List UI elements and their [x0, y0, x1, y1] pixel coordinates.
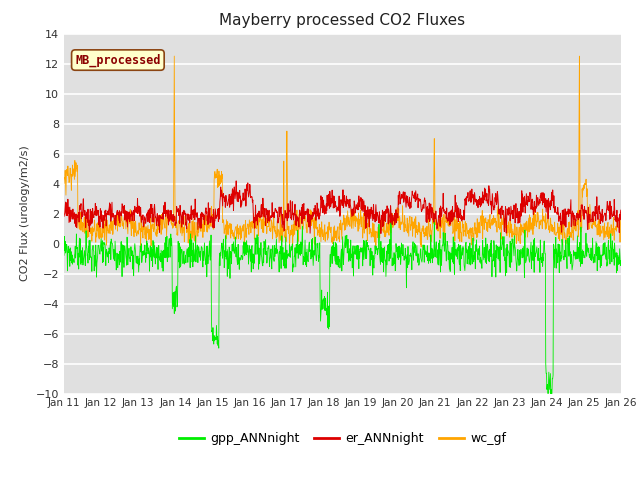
Legend: gpp_ANNnight, er_ANNnight, wc_gf: gpp_ANNnight, er_ANNnight, wc_gf [173, 427, 511, 450]
Y-axis label: CO2 Flux (urology/m2/s): CO2 Flux (urology/m2/s) [20, 146, 30, 281]
Title: Mayberry processed CO2 Fluxes: Mayberry processed CO2 Fluxes [220, 13, 465, 28]
Text: MB_processed: MB_processed [75, 53, 161, 67]
